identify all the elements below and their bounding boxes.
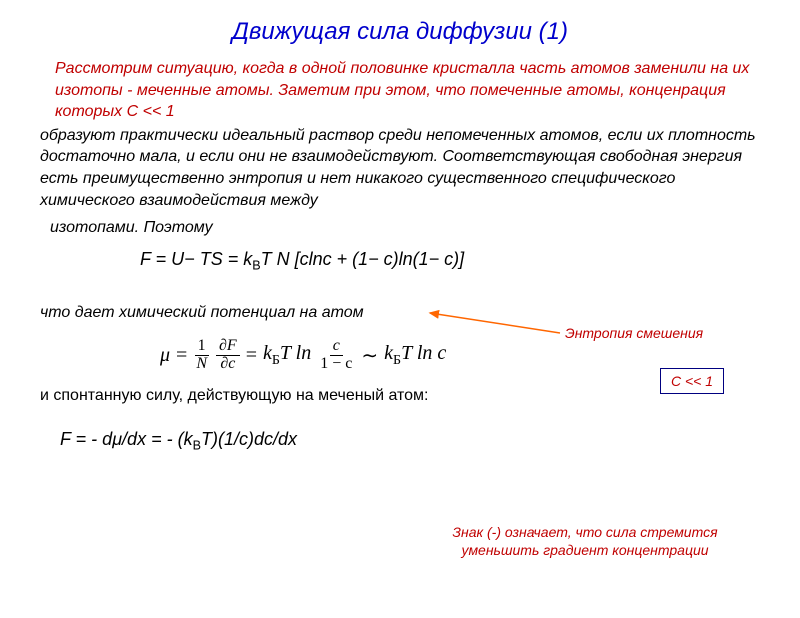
mu-frac3: c 1 − c: [317, 338, 355, 373]
mu-frac1: 1 N: [193, 338, 210, 373]
mu-eq2: =: [246, 344, 257, 367]
mu-frac1-den: N: [193, 356, 210, 373]
mu-tilde: ∼: [361, 343, 378, 368]
mu-frac2: ∂F ∂c: [216, 338, 240, 373]
mu-symbol: μ: [160, 344, 170, 367]
formula-chemical-potential: μ = 1 N ∂F ∂c = kБT ln c 1 − c ∼ kБT ln …: [160, 338, 800, 373]
mu-frac1-num: 1: [195, 338, 209, 356]
mu-frac3-den: 1 − c: [317, 356, 355, 373]
mu-frac2-den: ∂c: [217, 356, 238, 373]
mu-frac3-num: c: [330, 338, 343, 356]
mu-frac2-num: ∂F: [216, 338, 240, 356]
sign-note: Знак (-) означает, что сила стремится ум…: [440, 523, 730, 559]
mu-kB2: kБT ln c: [384, 342, 446, 369]
mu-eq1: =: [176, 344, 187, 367]
mu-kB1: kБT ln: [263, 342, 311, 369]
